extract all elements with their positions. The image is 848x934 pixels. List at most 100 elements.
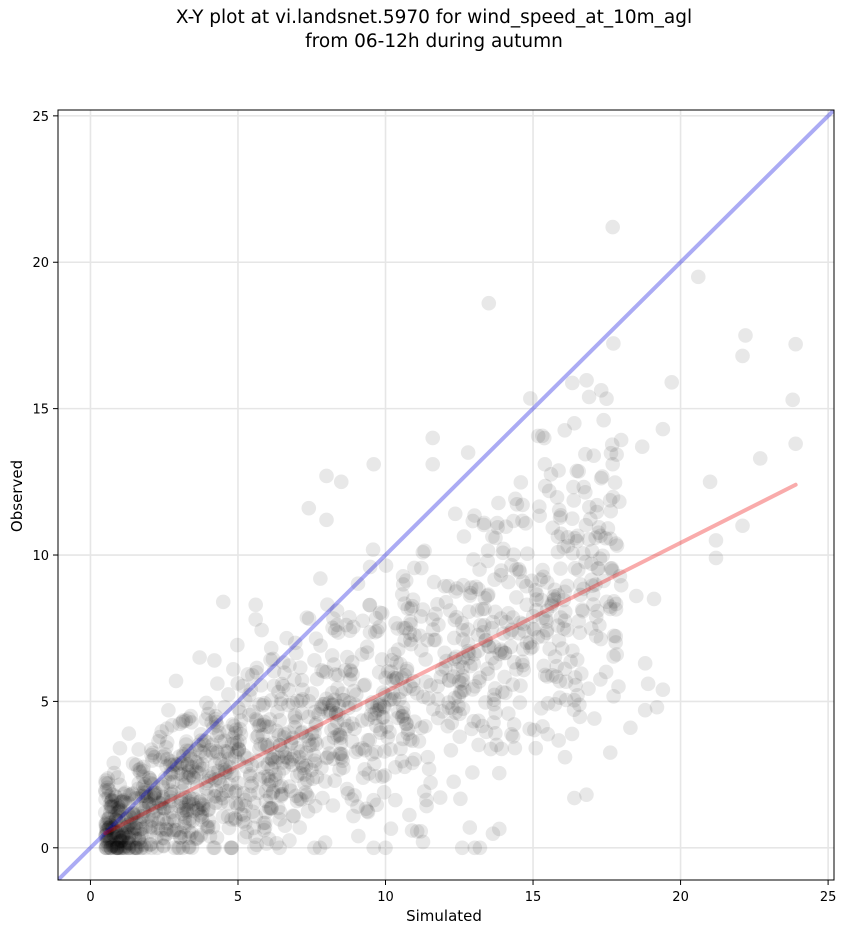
scatter-point <box>301 732 316 748</box>
scatter-point <box>193 793 209 808</box>
scatter-point <box>167 756 183 772</box>
scatter-point <box>287 672 302 687</box>
scatter-point <box>100 780 115 795</box>
scatter-point <box>106 825 121 840</box>
scatter-point <box>308 756 323 772</box>
scatter-point <box>329 617 345 633</box>
scatter-point <box>180 757 195 773</box>
scatter-point <box>208 783 224 798</box>
scatter-point <box>329 714 345 730</box>
scatter-point <box>593 631 609 647</box>
scatter-point <box>345 716 360 731</box>
scatter-point <box>456 529 472 544</box>
scatter-point <box>532 499 547 514</box>
scatter-point <box>508 491 523 507</box>
scatter-point <box>274 743 290 759</box>
scatter-point <box>365 542 381 557</box>
scatter-point <box>579 372 594 388</box>
scatter-point <box>583 511 598 527</box>
scatter-point <box>192 744 208 759</box>
scatter-point <box>471 737 486 753</box>
scatter-point <box>196 737 212 753</box>
scatter-point <box>287 707 303 723</box>
scatter-point <box>413 609 429 624</box>
scatter-point <box>506 513 521 529</box>
scatter-point <box>603 445 619 461</box>
scatter-point <box>107 806 123 822</box>
scatter-point <box>497 669 512 685</box>
scatter-point <box>239 824 255 840</box>
scatter-point <box>294 725 309 741</box>
scatter-point <box>276 761 292 776</box>
scatter-point <box>117 786 132 802</box>
scatter-point <box>322 746 337 761</box>
scatter-point <box>263 801 278 816</box>
scatter-point <box>249 660 265 676</box>
scatter-point <box>123 809 139 825</box>
x-tick-label: 25 <box>820 890 837 905</box>
scatter-point <box>441 700 456 716</box>
scatter-point <box>208 714 224 730</box>
scatter-point <box>578 554 593 570</box>
scatter-point <box>407 714 422 729</box>
scatter-point <box>249 713 265 728</box>
scatter-point <box>218 758 233 773</box>
scatter-point <box>198 734 214 750</box>
scatter-point <box>570 528 585 544</box>
scatter-point <box>279 750 295 766</box>
scatter-point <box>159 759 174 774</box>
scatter-point <box>477 590 492 606</box>
scatter-point <box>637 702 653 718</box>
scatter-point <box>169 822 185 838</box>
scatter-point <box>264 801 279 816</box>
scatter-point <box>515 641 531 657</box>
scatter-point <box>189 755 205 771</box>
scatter-point <box>206 840 221 856</box>
scatter-point <box>400 601 416 616</box>
scatter-point <box>141 809 156 824</box>
scatter-point <box>200 802 216 818</box>
scatter-point <box>508 562 524 577</box>
scatter-point <box>148 785 164 801</box>
scatter-point <box>298 745 314 761</box>
scatter-point <box>364 699 380 714</box>
scatter-point <box>248 597 263 613</box>
scatter-point <box>177 777 192 793</box>
scatter-point <box>163 786 179 802</box>
scatter-point <box>333 474 349 490</box>
scatter-point <box>350 799 365 814</box>
scatter-point <box>376 784 392 800</box>
scatter-point <box>441 673 457 688</box>
scatter-point <box>560 622 575 638</box>
scatter-point <box>374 652 390 667</box>
scatter-point <box>300 772 315 788</box>
scatter-point <box>100 776 116 791</box>
scatter-point <box>455 672 471 688</box>
scatter-point <box>557 584 573 600</box>
scatter-point <box>332 727 347 742</box>
scatter-point <box>143 837 159 852</box>
scatter-point <box>373 722 388 738</box>
scatter-point <box>612 494 627 510</box>
scatter-point <box>506 655 522 670</box>
scatter-point <box>377 768 393 783</box>
scatter-point <box>220 809 236 824</box>
scatter-point <box>473 617 488 633</box>
scatter-point <box>488 604 503 620</box>
scatter-point <box>219 783 234 799</box>
scatter-point <box>591 561 606 576</box>
scatter-point <box>411 734 427 749</box>
scatter-point <box>481 638 496 654</box>
scatter-point <box>460 650 476 666</box>
scatter-point <box>588 609 604 625</box>
scatter-point <box>606 628 622 644</box>
scatter-point <box>433 669 449 685</box>
chart-title-line-1: X-Y plot at vi.landsnet.5970 for wind_sp… <box>175 7 693 28</box>
scatter-point <box>467 678 483 694</box>
scatter-point <box>461 604 477 620</box>
scatter-point <box>132 815 148 830</box>
scatter-point <box>414 720 429 736</box>
scatter-point <box>366 840 382 856</box>
scatter-point <box>229 735 245 751</box>
